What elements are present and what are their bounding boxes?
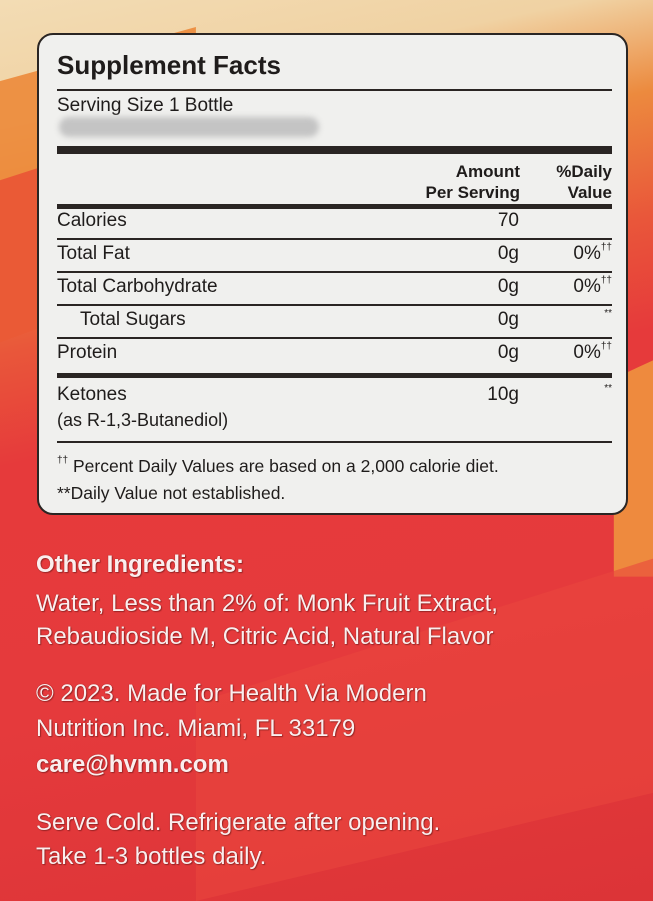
divider bbox=[57, 441, 612, 443]
dv-header-line2: Value bbox=[567, 183, 612, 202]
dv-mark: †† bbox=[600, 341, 612, 352]
row-name-sub: (as R-1,3-Butanediol) bbox=[57, 410, 229, 430]
row-name-main: Ketones bbox=[57, 384, 127, 405]
row-amount: 0g bbox=[497, 342, 519, 363]
dv-mark: †† bbox=[600, 242, 612, 253]
redacted-text bbox=[59, 117, 319, 137]
row-name: Total Fat bbox=[57, 243, 130, 264]
dv-mark: †† bbox=[600, 275, 612, 286]
panel-title: Supplement Facts bbox=[57, 50, 281, 80]
row-amount: 0g bbox=[497, 309, 519, 330]
contact-email: care@hvmn.com bbox=[36, 751, 229, 778]
row-dv: 0%†† bbox=[573, 275, 612, 298]
dv-mark: ** bbox=[604, 308, 612, 319]
daily-value-header: %Daily Value bbox=[556, 161, 612, 203]
dv-value: 0% bbox=[573, 276, 601, 297]
row-amount: 0g bbox=[497, 276, 519, 297]
row-dv: ** bbox=[604, 383, 612, 406]
footnote-1: †† Percent Daily Values are based on a 2… bbox=[57, 455, 616, 477]
thick-divider bbox=[57, 373, 612, 378]
row-name: Ketones (as R-1,3-Butanediol) bbox=[57, 384, 228, 434]
row-dv: ** bbox=[604, 308, 612, 331]
dv-mark: ** bbox=[604, 383, 612, 394]
supplement-facts-panel: Supplement Facts Serving Size 1 Bottle A… bbox=[37, 33, 628, 515]
thick-divider bbox=[57, 204, 612, 209]
dv-value: 0% bbox=[573, 243, 601, 264]
footnote-mark: †† bbox=[57, 455, 69, 466]
row-name: Total Sugars bbox=[80, 309, 186, 330]
directions-line1: Serve Cold. Refrigerate after opening. bbox=[36, 809, 441, 836]
amount-header: Amount Per Serving bbox=[426, 161, 521, 203]
table-row: Total Sugars 0g ** bbox=[57, 308, 612, 335]
divider bbox=[57, 337, 612, 339]
footnote-text: Percent Daily Values are based on a 2,00… bbox=[68, 456, 499, 476]
table-row: Protein 0g 0%†† bbox=[57, 341, 612, 368]
divider bbox=[57, 89, 612, 91]
amount-header-line1: Amount bbox=[455, 162, 520, 181]
row-amount: 0g bbox=[497, 243, 519, 264]
thick-divider bbox=[57, 146, 612, 154]
other-ingredients-heading: Other Ingredients: bbox=[36, 551, 245, 578]
copyright-line2: Nutrition Inc. Miami, FL 33179 bbox=[36, 715, 356, 742]
ingredients-line1: Water, Less than 2% of: Monk Fruit Extra… bbox=[36, 590, 498, 617]
ingredients-line2: Rebaudioside M, Citric Acid, Natural Fla… bbox=[36, 623, 494, 650]
amount-header-line2: Per Serving bbox=[425, 183, 521, 202]
row-dv: 0%†† bbox=[573, 341, 612, 364]
table-row: Calories 70 bbox=[57, 210, 612, 236]
row-dv: 0%†† bbox=[573, 242, 612, 265]
row-name: Protein bbox=[57, 342, 118, 363]
serving-size: Serving Size 1 Bottle bbox=[57, 95, 234, 116]
divider bbox=[57, 238, 612, 240]
table-row: Total Fat 0g 0%†† bbox=[57, 242, 612, 269]
table-row: Ketones (as R-1,3-Butanediol) 10g ** bbox=[57, 383, 612, 436]
dv-value: 0% bbox=[573, 342, 601, 363]
row-amount: 70 bbox=[497, 210, 519, 231]
row-name: Calories bbox=[57, 210, 127, 231]
dv-header-line1: %Daily bbox=[556, 162, 612, 181]
row-amount: 10g bbox=[487, 384, 519, 405]
directions-line2: Take 1-3 bottles daily. bbox=[36, 843, 267, 870]
divider bbox=[57, 271, 612, 273]
footnote-2: **Daily Value not established. bbox=[57, 483, 286, 503]
divider bbox=[57, 304, 612, 306]
table-row: Total Carbohydrate 0g 0%†† bbox=[57, 275, 612, 302]
copyright-line1: © 2023. Made for Health Via Modern bbox=[36, 680, 427, 707]
row-name: Total Carbohydrate bbox=[57, 276, 218, 297]
